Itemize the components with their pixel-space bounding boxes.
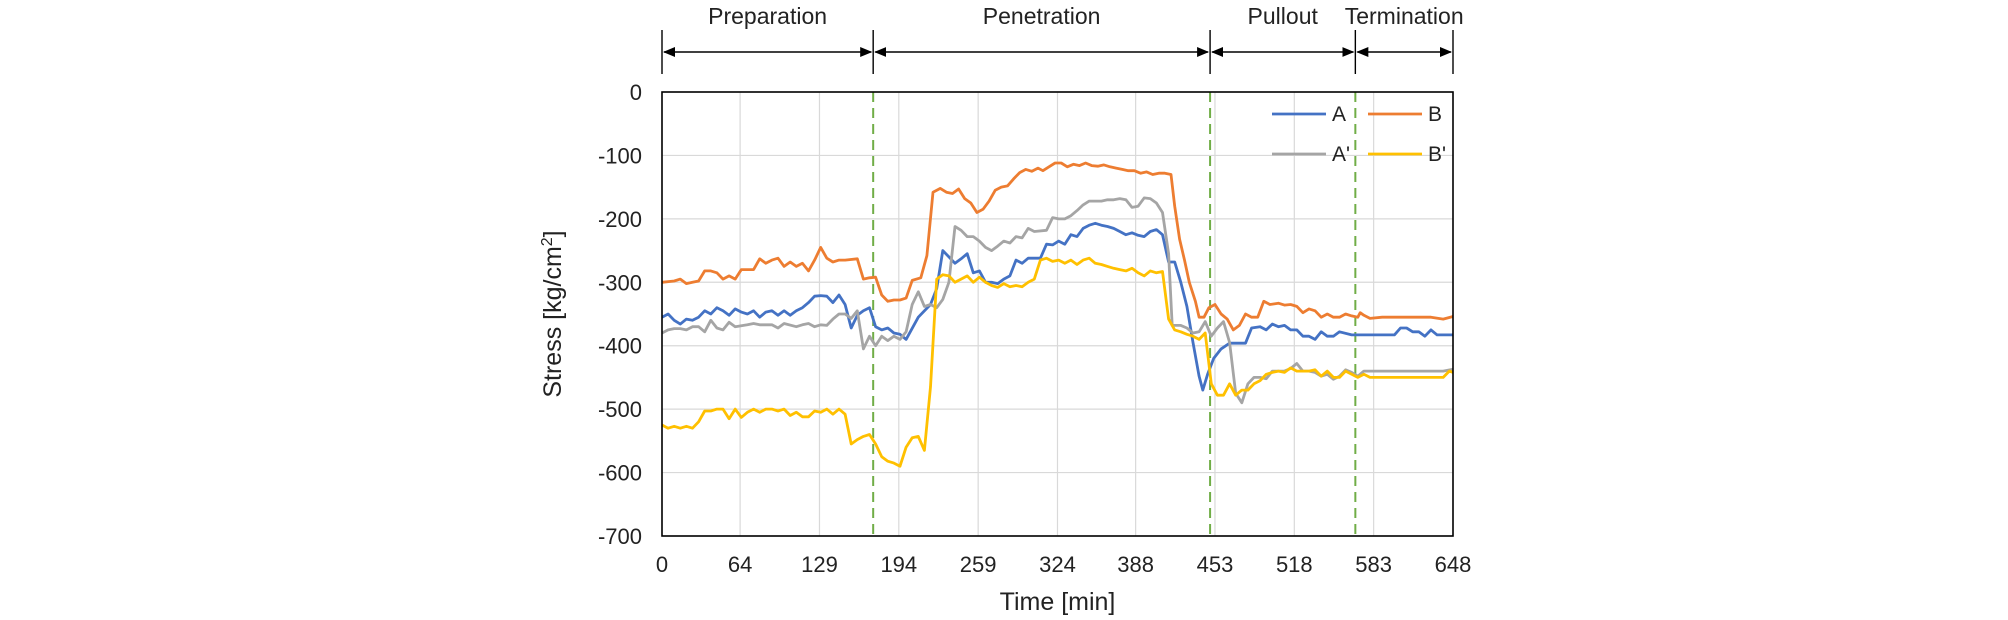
y-tick-label: -500 bbox=[598, 397, 642, 422]
legend-label: B' bbox=[1428, 143, 1446, 166]
x-tick-label: 453 bbox=[1197, 552, 1234, 577]
series-line-B bbox=[661, 161, 1454, 332]
plot-frame bbox=[661, 91, 1454, 537]
y-axis-title-main: Stress [kg/cm bbox=[539, 246, 567, 397]
x-tick-label: 259 bbox=[960, 552, 997, 577]
series-line-Bprime bbox=[661, 256, 1454, 468]
x-tick-label: 648 bbox=[1435, 552, 1472, 577]
x-tick-label: 129 bbox=[801, 552, 838, 577]
x-tick-label: 583 bbox=[1355, 552, 1392, 577]
phase-label: Penetration bbox=[983, 3, 1101, 29]
y-tick-label: -400 bbox=[598, 334, 642, 359]
phase-annotations: Preparation Penetration Pullout Termination bbox=[661, 3, 1464, 74]
x-tick-label: 324 bbox=[1039, 552, 1076, 577]
series-line-Aprime bbox=[661, 196, 1454, 405]
x-axis-title: Time [min] bbox=[1000, 588, 1116, 616]
phase-label: Preparation bbox=[708, 3, 827, 29]
tick-labels: 0 64 129 194 259 324 388 453 518 583 648 0 -100 -200 -… bbox=[598, 80, 1471, 577]
y-tick-label: -200 bbox=[598, 207, 642, 232]
phase-boundary-lines bbox=[872, 92, 1357, 536]
x-tick-label: 0 bbox=[656, 552, 668, 577]
y-tick-label: -700 bbox=[598, 524, 642, 549]
phase-label: Pullout bbox=[1248, 3, 1319, 29]
y-tick-label: -600 bbox=[598, 461, 642, 486]
y-tick-label: 0 bbox=[630, 80, 642, 105]
y-axis-title: Stress [kg/cm2] bbox=[539, 230, 567, 397]
y-tick-label: -300 bbox=[598, 270, 642, 295]
x-tick-label: 194 bbox=[880, 552, 917, 577]
phase-label: Termination bbox=[1345, 3, 1464, 29]
y-tick-label: -100 bbox=[598, 143, 642, 168]
x-tick-label: 64 bbox=[728, 552, 752, 577]
legend-label: A bbox=[1332, 103, 1346, 126]
legend: A B A' B' bbox=[1272, 103, 1446, 166]
y-axis-title-end: ] bbox=[539, 230, 567, 237]
legend-label: B bbox=[1428, 103, 1442, 126]
x-tick-label: 388 bbox=[1117, 552, 1154, 577]
y-axis-title-superscript: 2 bbox=[539, 237, 556, 246]
series-line-A bbox=[661, 221, 1453, 392]
x-tick-label: 518 bbox=[1276, 552, 1313, 577]
series-lines bbox=[661, 161, 1454, 468]
legend-label: A' bbox=[1332, 143, 1350, 166]
